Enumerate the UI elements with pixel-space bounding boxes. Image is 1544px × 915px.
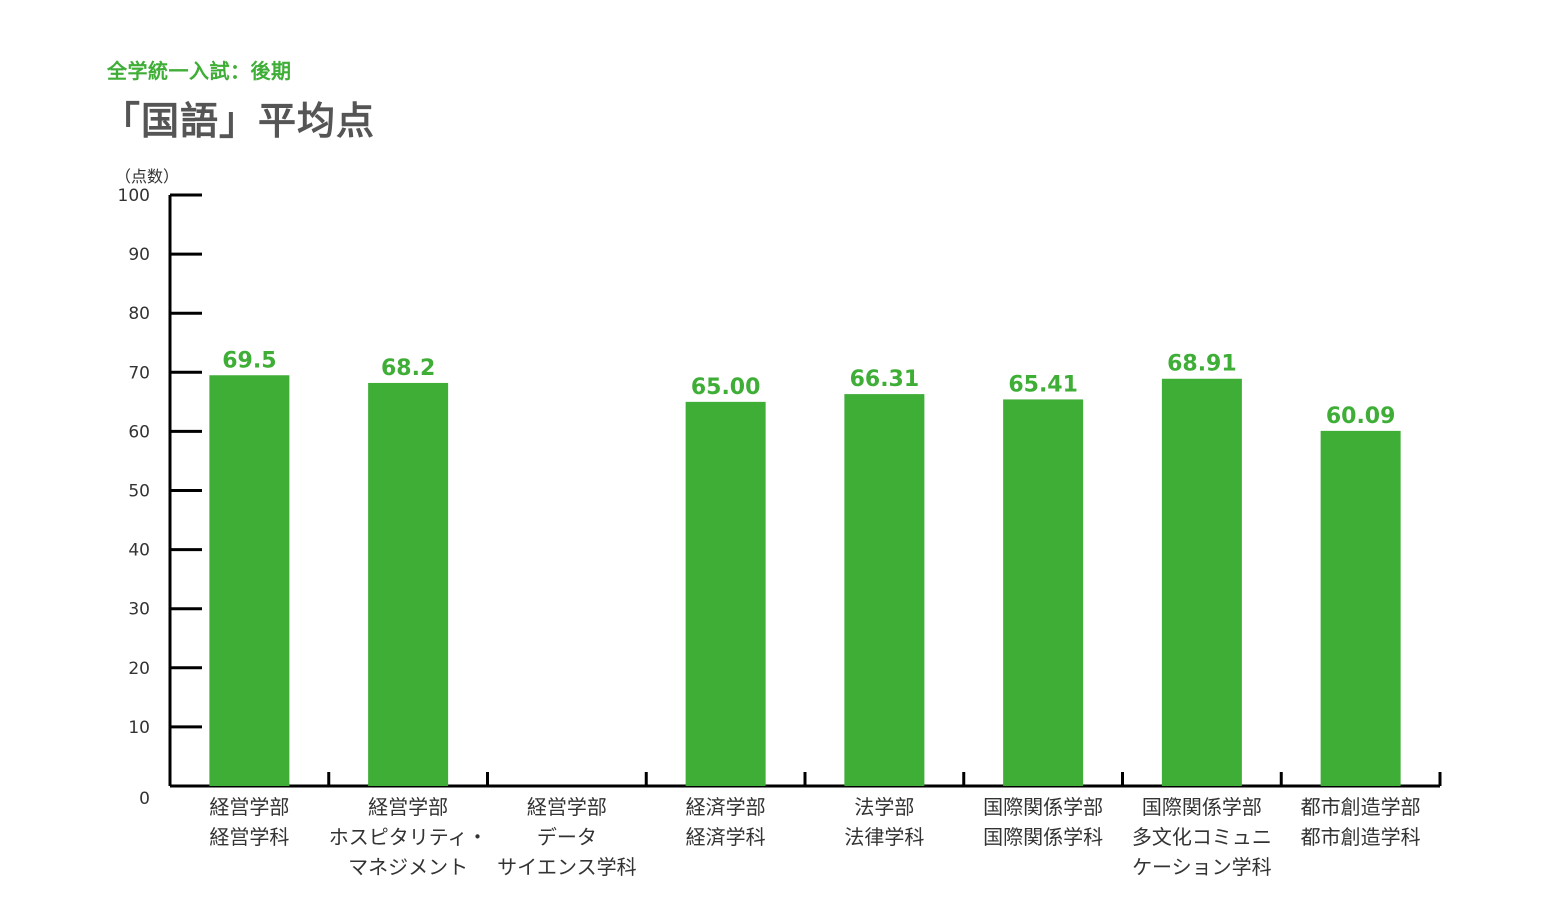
x-category-label: 経営学部 [368,795,448,819]
x-category-label: データ [537,825,597,849]
bar [209,375,290,786]
x-category-label: 経済学部 [686,795,766,819]
x-category-label: 都市創造学科 [1301,825,1421,849]
x-category-label: マネジメント [348,855,468,879]
y-tick-label: 90 [128,245,150,265]
y-tick-label: 20 [128,659,150,679]
x-category-label: 経済学科 [686,825,766,849]
y-tick-label: 30 [128,600,150,620]
x-category-label: サイエンス学科 [497,855,636,879]
bar-value-label: 65.41 [1008,372,1078,397]
x-category-label: 法学部 [854,795,914,819]
bar [368,382,449,786]
y-axis-unit-label: （点数） [115,167,179,186]
y-tick-label: 60 [128,422,150,442]
x-category-label: ケーション学科 [1132,855,1272,879]
bar-value-label: 68.91 [1167,352,1237,377]
y-tick-label: 70 [128,363,150,383]
x-category-label: 国際関係学部 [983,795,1103,819]
y-tick-label: 40 [128,541,150,561]
bar-value-label: 65.00 [691,375,761,400]
bar-value-label: 68.2 [381,356,435,381]
y-tick-label: 10 [128,718,150,738]
bar-value-label: 69.5 [222,348,276,373]
x-category-label: 経営学科 [209,825,289,849]
y-tick-label: 0 [139,789,150,809]
bar-value-label: 66.31 [850,367,920,392]
bar [1161,378,1242,786]
x-category-label: 多文化コミュニ [1132,825,1272,849]
bar [1320,430,1401,786]
y-tick-label: 80 [128,304,150,324]
x-category-label: 都市創造学部 [1301,795,1421,819]
chart-title: 「国語」平均点 [102,99,376,143]
bar [844,394,925,786]
y-tick-label: 100 [118,186,150,206]
x-category-label: ホスピタリティ・ [329,825,488,849]
x-category-label: 国際関係学部 [1142,795,1262,819]
bar [1003,399,1084,786]
y-tick-label: 50 [128,482,150,502]
x-category-label: 国際関係学科 [983,825,1103,849]
x-category-label: 経営学部 [209,795,289,819]
bar-value-label: 60.09 [1326,404,1396,429]
bar [685,401,766,786]
x-category-label: 経営学部 [527,795,607,819]
chart-subtitle: 全学統一入試：後期 [107,59,292,83]
x-category-label: 法律学科 [844,825,924,849]
